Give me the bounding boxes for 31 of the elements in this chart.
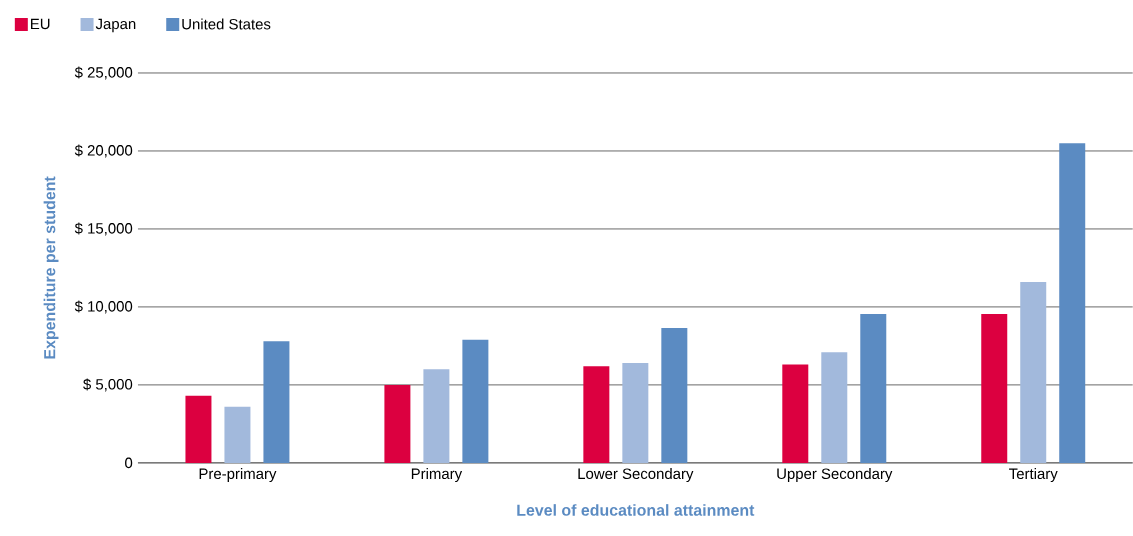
y-tick-label: $ 10,000 <box>74 300 133 314</box>
x-tick-label: Upper Secondary <box>777 468 893 483</box>
y-tick-label: $ 5,000 <box>83 378 133 392</box>
x-axis-title: Level of educational attainment <box>517 504 755 516</box>
bar <box>622 363 649 463</box>
legend-label: EU <box>31 18 50 30</box>
y-tick-label: $ 20,000 <box>74 144 133 158</box>
y-axis-title: Expenditure per student <box>43 176 59 359</box>
legend-label: United States <box>182 18 271 30</box>
bar <box>224 406 251 463</box>
y-tick-label: $ 15,000 <box>74 222 133 236</box>
bar <box>782 364 809 463</box>
bar <box>821 352 848 463</box>
bar <box>860 314 887 463</box>
bar <box>384 384 411 463</box>
x-tick-label: Pre-primary <box>199 468 277 483</box>
bar <box>263 341 290 463</box>
x-tick-label: Lower Secondary <box>578 468 694 483</box>
x-tick-label: Tertiary <box>1009 468 1058 483</box>
bar <box>1059 143 1086 463</box>
bar <box>981 314 1008 463</box>
bar <box>423 369 450 463</box>
x-tick-label: Primary <box>411 468 463 483</box>
bar <box>661 328 688 463</box>
legend-label: Japan <box>95 18 136 33</box>
bar <box>185 395 212 463</box>
bar <box>1020 282 1047 463</box>
bar <box>462 339 489 463</box>
y-tick-label: 0 <box>125 457 133 469</box>
bar <box>583 366 610 463</box>
y-tick-label: $ 25,000 <box>74 66 133 80</box>
